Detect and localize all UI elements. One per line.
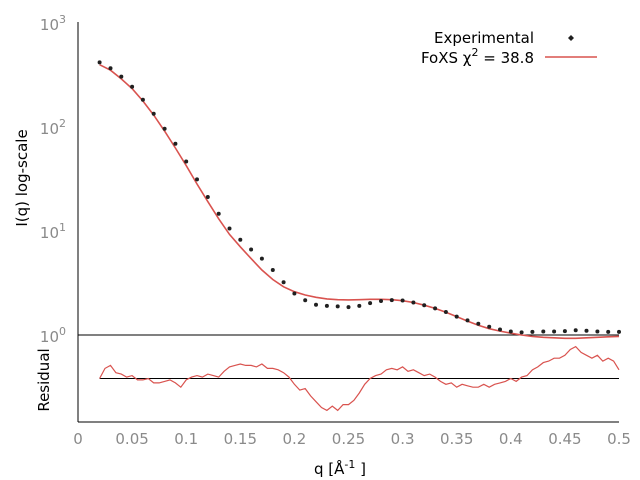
experimental-point: [108, 66, 113, 71]
x-tick-label: 0.2: [282, 430, 306, 448]
experimental-point: [119, 74, 124, 79]
experimental-point: [389, 298, 394, 303]
x-tick-label: 0.5: [607, 430, 631, 448]
experimental-point: [97, 60, 102, 65]
x-tick-labels: 0 0.05 0.1 0.15 0.2 0.25 0.3 0.35 0.4 0.45 0.5: [73, 430, 631, 448]
experimental-point: [606, 329, 611, 334]
experimental-point: [498, 327, 502, 332]
experimental-point: [400, 298, 405, 303]
experimental-point: [130, 84, 135, 89]
experimental-point: [238, 237, 243, 242]
experimental-point: [184, 159, 189, 164]
x-tick-label: 0: [73, 430, 83, 448]
experimental-point: [530, 329, 535, 334]
experimental-point: [292, 291, 297, 296]
residual-axis-title: Residual: [35, 348, 53, 411]
legend-label-fit: FoXS χ2 = 38.8: [421, 46, 534, 67]
x-tick-label: 0.45: [548, 430, 581, 448]
experimental-point: [379, 299, 383, 303]
experimental-point: [487, 324, 492, 329]
x-tick-label: 0.1: [174, 430, 198, 448]
x-tick-label: 0.3: [391, 430, 415, 448]
experimental-point: [216, 211, 221, 216]
experimental-point: [519, 330, 524, 335]
experimental-point: [151, 111, 156, 116]
experimental-point: [595, 329, 600, 334]
y-tick-label-10: 101: [40, 221, 66, 242]
legend: Experimental FoXS χ2 = 38.8: [421, 29, 597, 67]
experimental-point: [205, 195, 210, 199]
residual-plot-area: [99, 345, 620, 412]
experimental-point: [314, 302, 318, 307]
legend-marker-experimental: [568, 35, 574, 41]
x-tick-label: 0.15: [224, 430, 257, 448]
experimental-point: [433, 306, 438, 311]
experimental-point: [357, 303, 362, 308]
experimental-point: [552, 329, 557, 334]
experimental-point: [541, 329, 546, 334]
y-tick-label-1000: 103: [40, 13, 66, 34]
experimental-point: [584, 328, 589, 333]
experimental-point: [465, 318, 470, 323]
y-tick-label-100: 102: [40, 117, 66, 138]
x-tick-label: 0.4: [499, 430, 523, 448]
experimental-point: [162, 126, 167, 131]
experimental-point: [281, 280, 286, 285]
y-axis-title: I(q) log-scale: [13, 129, 31, 226]
experimental-point: [227, 226, 232, 231]
experimental-point: [476, 321, 481, 326]
x-tick-label: 0.25: [332, 430, 365, 448]
experimental-point: [140, 97, 145, 102]
legend-label-experimental: Experimental: [434, 29, 534, 47]
experimental-point: [324, 303, 329, 308]
experimental-point: [270, 268, 275, 272]
experimental-point: [346, 305, 351, 310]
experimental-point: [195, 177, 199, 182]
main-plot-area: [97, 60, 621, 340]
x-tick-label: 0.05: [115, 430, 148, 448]
residual-line: [99, 345, 620, 412]
x-axis-title: q [Å-1 ]: [314, 458, 366, 478]
experimental-point: [249, 247, 254, 252]
experimental-point: [573, 328, 578, 333]
fit-line: [99, 63, 620, 340]
experimental-point: [617, 329, 621, 334]
experimental-point: [259, 256, 264, 261]
experimental-point: [422, 303, 427, 308]
experimental-point: [335, 304, 340, 309]
experimental-point: [368, 301, 373, 306]
experimental-point: [443, 310, 448, 314]
experimental-point: [454, 314, 459, 319]
experimental-point: [411, 300, 416, 305]
experimental-point: [508, 329, 513, 334]
experimental-point: [303, 298, 308, 303]
experimental-point: [562, 329, 567, 334]
y-tick-label-1: 100: [40, 325, 66, 346]
experimental-point: [173, 141, 178, 146]
x-tick-label: 0.35: [440, 430, 473, 448]
